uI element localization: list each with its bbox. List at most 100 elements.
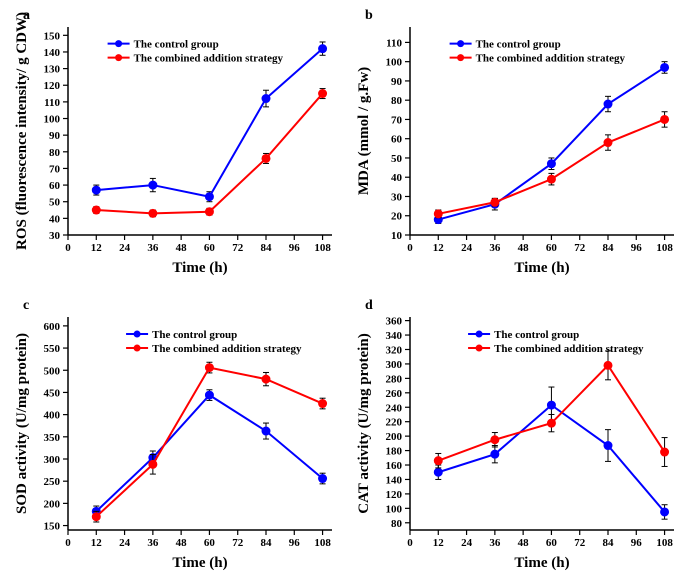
- series-line-control: [96, 395, 322, 511]
- y-tick-label: 110: [386, 37, 402, 49]
- chart-svg-d: d012243648607284961088010012014016018020…: [352, 295, 682, 575]
- y-tick-label: 150: [44, 30, 61, 42]
- x-tick-label: 24: [119, 537, 131, 549]
- y-tick-label: 140: [386, 474, 403, 486]
- y-tick-label: 100: [44, 114, 61, 126]
- series-marker-combined: [92, 513, 100, 521]
- series-marker-control: [262, 95, 270, 103]
- y-tick-label: 160: [386, 460, 403, 472]
- x-tick-label: 48: [518, 242, 530, 254]
- legend-label-control: The control group: [494, 329, 579, 341]
- x-tick-label: 36: [147, 537, 159, 549]
- y-tick-label: 300: [44, 454, 61, 466]
- legend-marker-combined: [134, 345, 141, 352]
- y-tick-label: 10: [391, 230, 403, 242]
- series-marker-combined: [434, 210, 442, 218]
- y-tick-label: 500: [44, 365, 61, 377]
- series-marker-combined: [604, 139, 612, 147]
- series-marker-combined: [149, 460, 157, 468]
- x-tick-label: 60: [546, 242, 558, 254]
- series-line-control: [96, 49, 322, 197]
- x-tick-label: 24: [461, 242, 473, 254]
- x-tick-label: 24: [119, 242, 131, 254]
- series-marker-control: [319, 475, 327, 483]
- x-tick-label: 96: [289, 537, 301, 549]
- series-marker-control: [547, 401, 555, 409]
- legend-label-combined: The combined addition strategy: [134, 53, 284, 65]
- y-tick-label: 40: [391, 172, 403, 184]
- x-tick-label: 108: [314, 242, 331, 254]
- y-tick-label: 220: [386, 417, 403, 429]
- x-tick-label: 0: [65, 242, 71, 254]
- y-tick-label: 300: [386, 359, 403, 371]
- x-tick-label: 48: [176, 242, 188, 254]
- y-tick-label: 70: [49, 163, 61, 175]
- legend-marker-combined: [457, 54, 464, 61]
- series-marker-combined: [547, 175, 555, 183]
- series-marker-combined: [205, 208, 213, 216]
- legend-label-control: The control group: [152, 329, 237, 341]
- y-tick-label: 70: [391, 114, 403, 126]
- x-tick-label: 72: [574, 242, 586, 254]
- x-tick-label: 96: [631, 537, 643, 549]
- x-tick-label: 108: [656, 242, 673, 254]
- x-tick-label: 72: [232, 537, 244, 549]
- y-tick-label: 80: [391, 95, 403, 107]
- series-marker-control: [319, 45, 327, 53]
- panel-c: c012243648607284961081502002503003504004…: [10, 295, 340, 575]
- y-tick-label: 40: [49, 213, 61, 225]
- panel-b: b012243648607284961081020304050607080901…: [352, 5, 682, 280]
- series-marker-combined: [319, 400, 327, 408]
- series-marker-control: [205, 391, 213, 399]
- y-axis-title: CAT activity (U/mg protein): [356, 333, 372, 513]
- y-tick-label: 180: [386, 446, 403, 458]
- x-tick-label: 72: [232, 242, 244, 254]
- y-tick-label: 340: [386, 330, 403, 342]
- y-tick-label: 130: [44, 64, 61, 76]
- x-axis-title: Time (h): [514, 260, 569, 276]
- y-tick-label: 320: [386, 344, 403, 356]
- x-tick-label: 48: [518, 537, 530, 549]
- panel-label: d: [365, 298, 373, 313]
- legend-label-control: The control group: [134, 39, 219, 51]
- x-tick-label: 72: [574, 537, 586, 549]
- y-tick-label: 30: [49, 230, 61, 242]
- x-tick-label: 84: [603, 242, 615, 254]
- series-marker-control: [547, 160, 555, 168]
- x-tick-label: 12: [433, 242, 445, 254]
- series-marker-control: [661, 508, 669, 516]
- series-line-control: [438, 67, 664, 219]
- x-tick-label: 84: [603, 537, 615, 549]
- chart-svg-a: a012243648607284961083040506070809010011…: [10, 5, 340, 280]
- y-tick-label: 150: [44, 521, 61, 533]
- x-tick-label: 60: [204, 537, 216, 549]
- x-tick-label: 36: [489, 242, 501, 254]
- series-marker-combined: [547, 419, 555, 427]
- x-tick-label: 84: [261, 242, 273, 254]
- series-marker-combined: [604, 361, 612, 369]
- panel-label: b: [365, 8, 373, 23]
- x-tick-label: 0: [65, 537, 71, 549]
- series-marker-control: [149, 181, 157, 189]
- x-tick-label: 12: [433, 537, 445, 549]
- series-marker-combined: [149, 209, 157, 217]
- x-axis-title: Time (h): [172, 260, 227, 276]
- legend-marker-combined: [476, 345, 483, 352]
- y-tick-label: 80: [391, 518, 403, 530]
- y-axis-title: SOD activity (U/mg protein): [14, 333, 30, 514]
- y-tick-label: 260: [386, 388, 403, 400]
- x-tick-label: 60: [204, 242, 216, 254]
- y-tick-label: 280: [386, 373, 403, 385]
- chart-svg-c: c012243648607284961081502002503003504004…: [10, 295, 340, 575]
- x-tick-label: 0: [407, 537, 413, 549]
- series-marker-control: [205, 193, 213, 201]
- y-tick-label: 60: [49, 180, 61, 192]
- y-axis-title: MDA (mmol / g.Fw): [356, 67, 372, 195]
- x-tick-label: 96: [631, 242, 643, 254]
- y-tick-label: 200: [386, 431, 403, 443]
- y-tick-label: 90: [49, 130, 61, 142]
- chart-svg-b: b012243648607284961081020304050607080901…: [352, 5, 682, 280]
- y-tick-label: 600: [44, 321, 61, 333]
- x-tick-label: 96: [289, 242, 301, 254]
- series-marker-combined: [262, 154, 270, 162]
